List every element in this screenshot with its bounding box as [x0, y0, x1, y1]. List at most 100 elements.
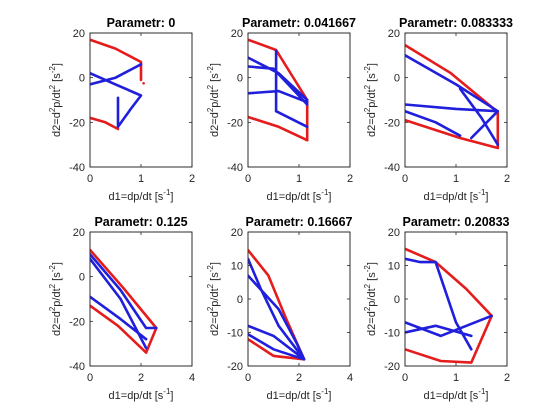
data-line — [405, 43, 500, 150]
y-tick-label: -40 — [69, 361, 85, 373]
label-part: ] — [209, 63, 221, 66]
superscript: 2 — [48, 84, 57, 89]
x-tick-label: 0 — [245, 372, 251, 384]
label-part: [s — [209, 73, 221, 85]
superscript: -2 — [363, 66, 372, 74]
y-tick-label: -20 — [227, 117, 243, 129]
superscript: 2 — [206, 84, 215, 89]
data-line — [248, 257, 306, 361]
y-tick-label: 10 — [388, 261, 400, 273]
label-part: d1=dp/dt [s — [109, 390, 164, 402]
superscript: -2 — [48, 66, 57, 74]
y-tick-label: -10 — [227, 328, 243, 340]
label-part: [s — [366, 272, 378, 284]
y-tick-label: -20 — [384, 117, 400, 129]
y-tick-label: -10 — [384, 328, 400, 340]
data-line — [405, 247, 493, 364]
y-tick-label: 0 — [394, 294, 400, 306]
subplot-title: Parametr: 0.083333 — [399, 16, 513, 30]
subplot-title: Parametr: 0.041667 — [242, 16, 356, 30]
x-tick-label: 1 — [296, 173, 302, 185]
y-axis-label: d2=d2p/dt2 [s-2] — [48, 63, 63, 137]
y-tick-label: -40 — [384, 162, 400, 174]
x-tick-label: 1 — [453, 372, 459, 384]
y-tick-label: 20 — [231, 28, 243, 40]
y-tick-label: 20 — [231, 227, 243, 239]
plot-area — [90, 38, 145, 131]
y-tick-label: 0 — [237, 294, 243, 306]
y-tick-label: 0 — [237, 73, 243, 85]
y-tick-label: -20 — [69, 117, 85, 129]
x-axis-label: d1=dp/dt [s-1] — [109, 387, 174, 402]
plot-area — [248, 248, 306, 361]
label-part: [s — [366, 73, 378, 85]
x-tick-label: 0 — [87, 173, 93, 185]
superscript: -1 — [163, 188, 171, 197]
x-tick-label: 4 — [189, 372, 195, 384]
superscript: -1 — [321, 188, 329, 197]
y-axis-label: d2=d2p/dt2 [s-2] — [363, 63, 378, 137]
label-part: ] — [485, 390, 488, 402]
y-tick-label: -20 — [69, 316, 85, 328]
data-line — [405, 257, 493, 351]
data-line — [90, 38, 145, 131]
x-tick-label: 1 — [138, 173, 144, 185]
superscript: 2 — [206, 107, 215, 112]
y-tick-label: 20 — [73, 227, 85, 239]
superscript: 2 — [48, 306, 57, 311]
x-tick-label: 0 — [87, 372, 93, 384]
superscript: 2 — [363, 107, 372, 112]
x-tick-label: 0 — [402, 173, 408, 185]
x-axis-label: d1=dp/dt [s-1] — [267, 387, 332, 402]
y-tick-label: -40 — [69, 162, 85, 174]
y-tick-label: 10 — [231, 261, 243, 273]
y-tick-label: -20 — [384, 361, 400, 373]
superscript: 2 — [363, 84, 372, 89]
label-part: p/dt — [366, 288, 378, 306]
data-line — [405, 54, 500, 146]
label-part: ] — [328, 191, 331, 203]
label-part: p/dt — [209, 288, 221, 306]
label-part: d2=d — [51, 112, 63, 137]
y-tick-label: -20 — [227, 361, 243, 373]
label-part: p/dt — [209, 89, 221, 107]
superscript: 2 — [206, 306, 215, 311]
label-part: [s — [51, 73, 63, 85]
superscript: 2 — [206, 283, 215, 288]
data-line — [90, 63, 143, 129]
y-tick-label: 20 — [388, 227, 400, 239]
y-axis-label: d2=d2p/dt2 [s-2] — [48, 262, 63, 336]
superscript: 2 — [363, 283, 372, 288]
subplot: 0 2 4 -40 -20 0 20 Parametr: 0.125 d1=dp/dt [s-1… — [48, 215, 195, 402]
superscript: -1 — [321, 387, 329, 396]
x-axis-label: d1=dp/dt [s-1] — [109, 188, 174, 203]
label-part: ] — [51, 262, 63, 265]
label-part: d1=dp/dt [s — [424, 191, 479, 203]
x-tick-label: 2 — [296, 372, 302, 384]
label-part: d1=dp/dt [s — [424, 390, 479, 402]
x-tick-label: 2 — [138, 372, 144, 384]
label-part: d1=dp/dt [s — [267, 390, 322, 402]
label-part: ] — [170, 191, 173, 203]
x-tick-label: 4 — [347, 372, 353, 384]
x-tick-label: 2 — [504, 173, 510, 185]
label-part: ] — [485, 191, 488, 203]
y-axis-label: d2=d2p/dt2 [s-2] — [206, 262, 221, 336]
y-tick-label: 0 — [79, 73, 85, 85]
label-part: ] — [366, 63, 378, 66]
x-axis-label: d1=dp/dt [s-1] — [424, 387, 489, 402]
plot-area — [405, 43, 500, 150]
y-tick-label: 20 — [388, 28, 400, 40]
label-part: p/dt — [366, 89, 378, 107]
label-part: d1=dp/dt [s — [109, 191, 164, 203]
label-part: d2=d — [209, 112, 221, 137]
label-part: ] — [366, 262, 378, 265]
label-part: d2=d — [209, 311, 221, 336]
superscript: -2 — [363, 265, 372, 273]
label-part: ] — [51, 63, 63, 66]
axes-box — [89, 231, 193, 367]
